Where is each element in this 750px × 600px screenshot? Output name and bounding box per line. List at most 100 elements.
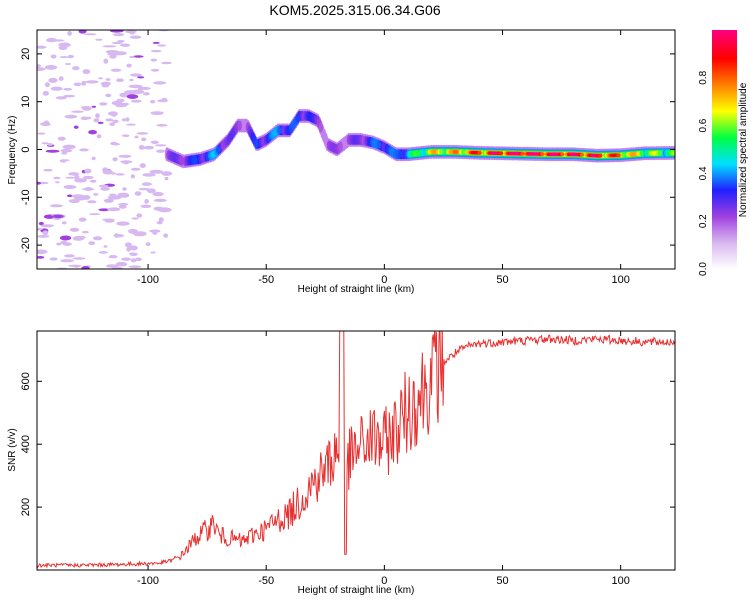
x-tick-label: 100 (611, 575, 629, 587)
noise-blob (37, 67, 46, 71)
noise-blob (88, 241, 96, 246)
noise-blob (110, 112, 118, 117)
noise-blob (73, 82, 82, 87)
noise-blob (128, 265, 142, 269)
noise-blob (150, 111, 164, 115)
noise-blob (157, 99, 169, 103)
noise-blob (126, 94, 139, 99)
noise-blob (95, 113, 100, 119)
noise-blob (113, 51, 127, 56)
noise-blob (74, 195, 88, 201)
noise-blob (37, 256, 45, 259)
noise-blob (150, 68, 160, 72)
noise-blob (141, 137, 147, 142)
noise-blob (142, 92, 150, 96)
ridge-cell (376, 141, 381, 149)
noise-blob (105, 78, 111, 81)
noise-blob (87, 200, 97, 204)
noise-blob (61, 221, 67, 225)
noise-blob (37, 235, 50, 238)
noise-blob (110, 68, 122, 72)
noise-blob (50, 54, 57, 59)
noise-blob (102, 45, 117, 48)
noise-blob (98, 184, 109, 188)
noise-blob (43, 168, 53, 172)
noise-blob (144, 199, 149, 204)
noise-blob (74, 174, 80, 180)
noise-blob (153, 198, 167, 202)
noise-blob (98, 251, 108, 254)
noise-blob (145, 242, 151, 247)
noise-blob (50, 86, 63, 91)
noise-blob (84, 168, 92, 174)
colorbar-label: Normalized spectral amplitude (738, 82, 749, 217)
noise-blob (53, 176, 61, 180)
ridge-cell (639, 151, 644, 156)
noise-blob (43, 120, 50, 125)
noise-blob (105, 93, 112, 98)
noise-blob (116, 98, 125, 103)
noise-blob (37, 249, 48, 255)
noise-blob (67, 30, 72, 36)
noise-blob (130, 73, 142, 77)
ridge-cell (540, 152, 545, 156)
noise-blob (153, 81, 167, 85)
noise-blob (84, 187, 93, 191)
noise-blob (73, 265, 80, 268)
noise-blob (112, 157, 118, 162)
x-tick-label: -50 (258, 575, 274, 587)
noise-blob (38, 221, 44, 226)
spectrogram-x-label: Height of straight line (km) (298, 284, 415, 295)
noise-blob (64, 254, 75, 258)
noise-blob (136, 213, 143, 218)
ridge-cell (672, 150, 675, 156)
noise-blob (138, 187, 150, 191)
colorbar: 0.0 0.2 0.4 0.6 0.8 Normalized spectral ampl… (698, 30, 749, 276)
noise-blob (152, 41, 160, 44)
noise-blob (116, 221, 130, 226)
noise-blob (129, 35, 142, 39)
noise-blob (125, 117, 130, 122)
x-tick-label: -50 (258, 274, 274, 286)
ridge-cell (179, 155, 184, 166)
noise-blob (59, 56, 69, 59)
noise-blob (73, 125, 79, 129)
noise-blob (80, 106, 88, 109)
noise-blob (49, 257, 58, 261)
noise-blob (110, 30, 124, 33)
noise-blob (44, 65, 58, 70)
noise-blob (63, 185, 77, 189)
y-tick-label: 20 (20, 48, 32, 60)
noise-blob (60, 259, 74, 263)
noise-blob (153, 206, 164, 211)
noise-blob (95, 38, 103, 41)
ridge-cell (477, 151, 482, 155)
noise-blob (121, 257, 131, 261)
noise-blob (63, 87, 72, 91)
noise-blob (130, 99, 142, 103)
noise-blob (89, 179, 97, 183)
noise-blob (120, 43, 131, 47)
noise-blob (118, 203, 129, 206)
noise-blob (161, 61, 172, 65)
noise-blob (131, 217, 139, 220)
spectrogram-y-ticks: -20 -10 0 10 20 (20, 48, 675, 253)
noise-blob (61, 151, 68, 155)
ridge-cell (277, 126, 282, 134)
noise-blob (149, 100, 156, 104)
noise-blob (59, 235, 72, 241)
snr-x-ticks: -100 -50 0 50 100 (137, 331, 630, 587)
noise-blob (109, 54, 117, 59)
noise-blob (126, 63, 132, 68)
noise-blob (130, 253, 138, 257)
noise-blob (78, 217, 87, 222)
noise-blob (115, 173, 125, 176)
noise-blob (150, 140, 159, 144)
ridge-cell (454, 150, 459, 154)
y-tick-label: 400 (20, 435, 32, 453)
ridge-cell (520, 151, 525, 156)
snr-y-ticks: 200 400 600 (20, 372, 675, 516)
snr-x-label: Height of straight line (km) (298, 585, 415, 596)
noise-blob (138, 145, 145, 150)
noise-blob (58, 76, 64, 81)
